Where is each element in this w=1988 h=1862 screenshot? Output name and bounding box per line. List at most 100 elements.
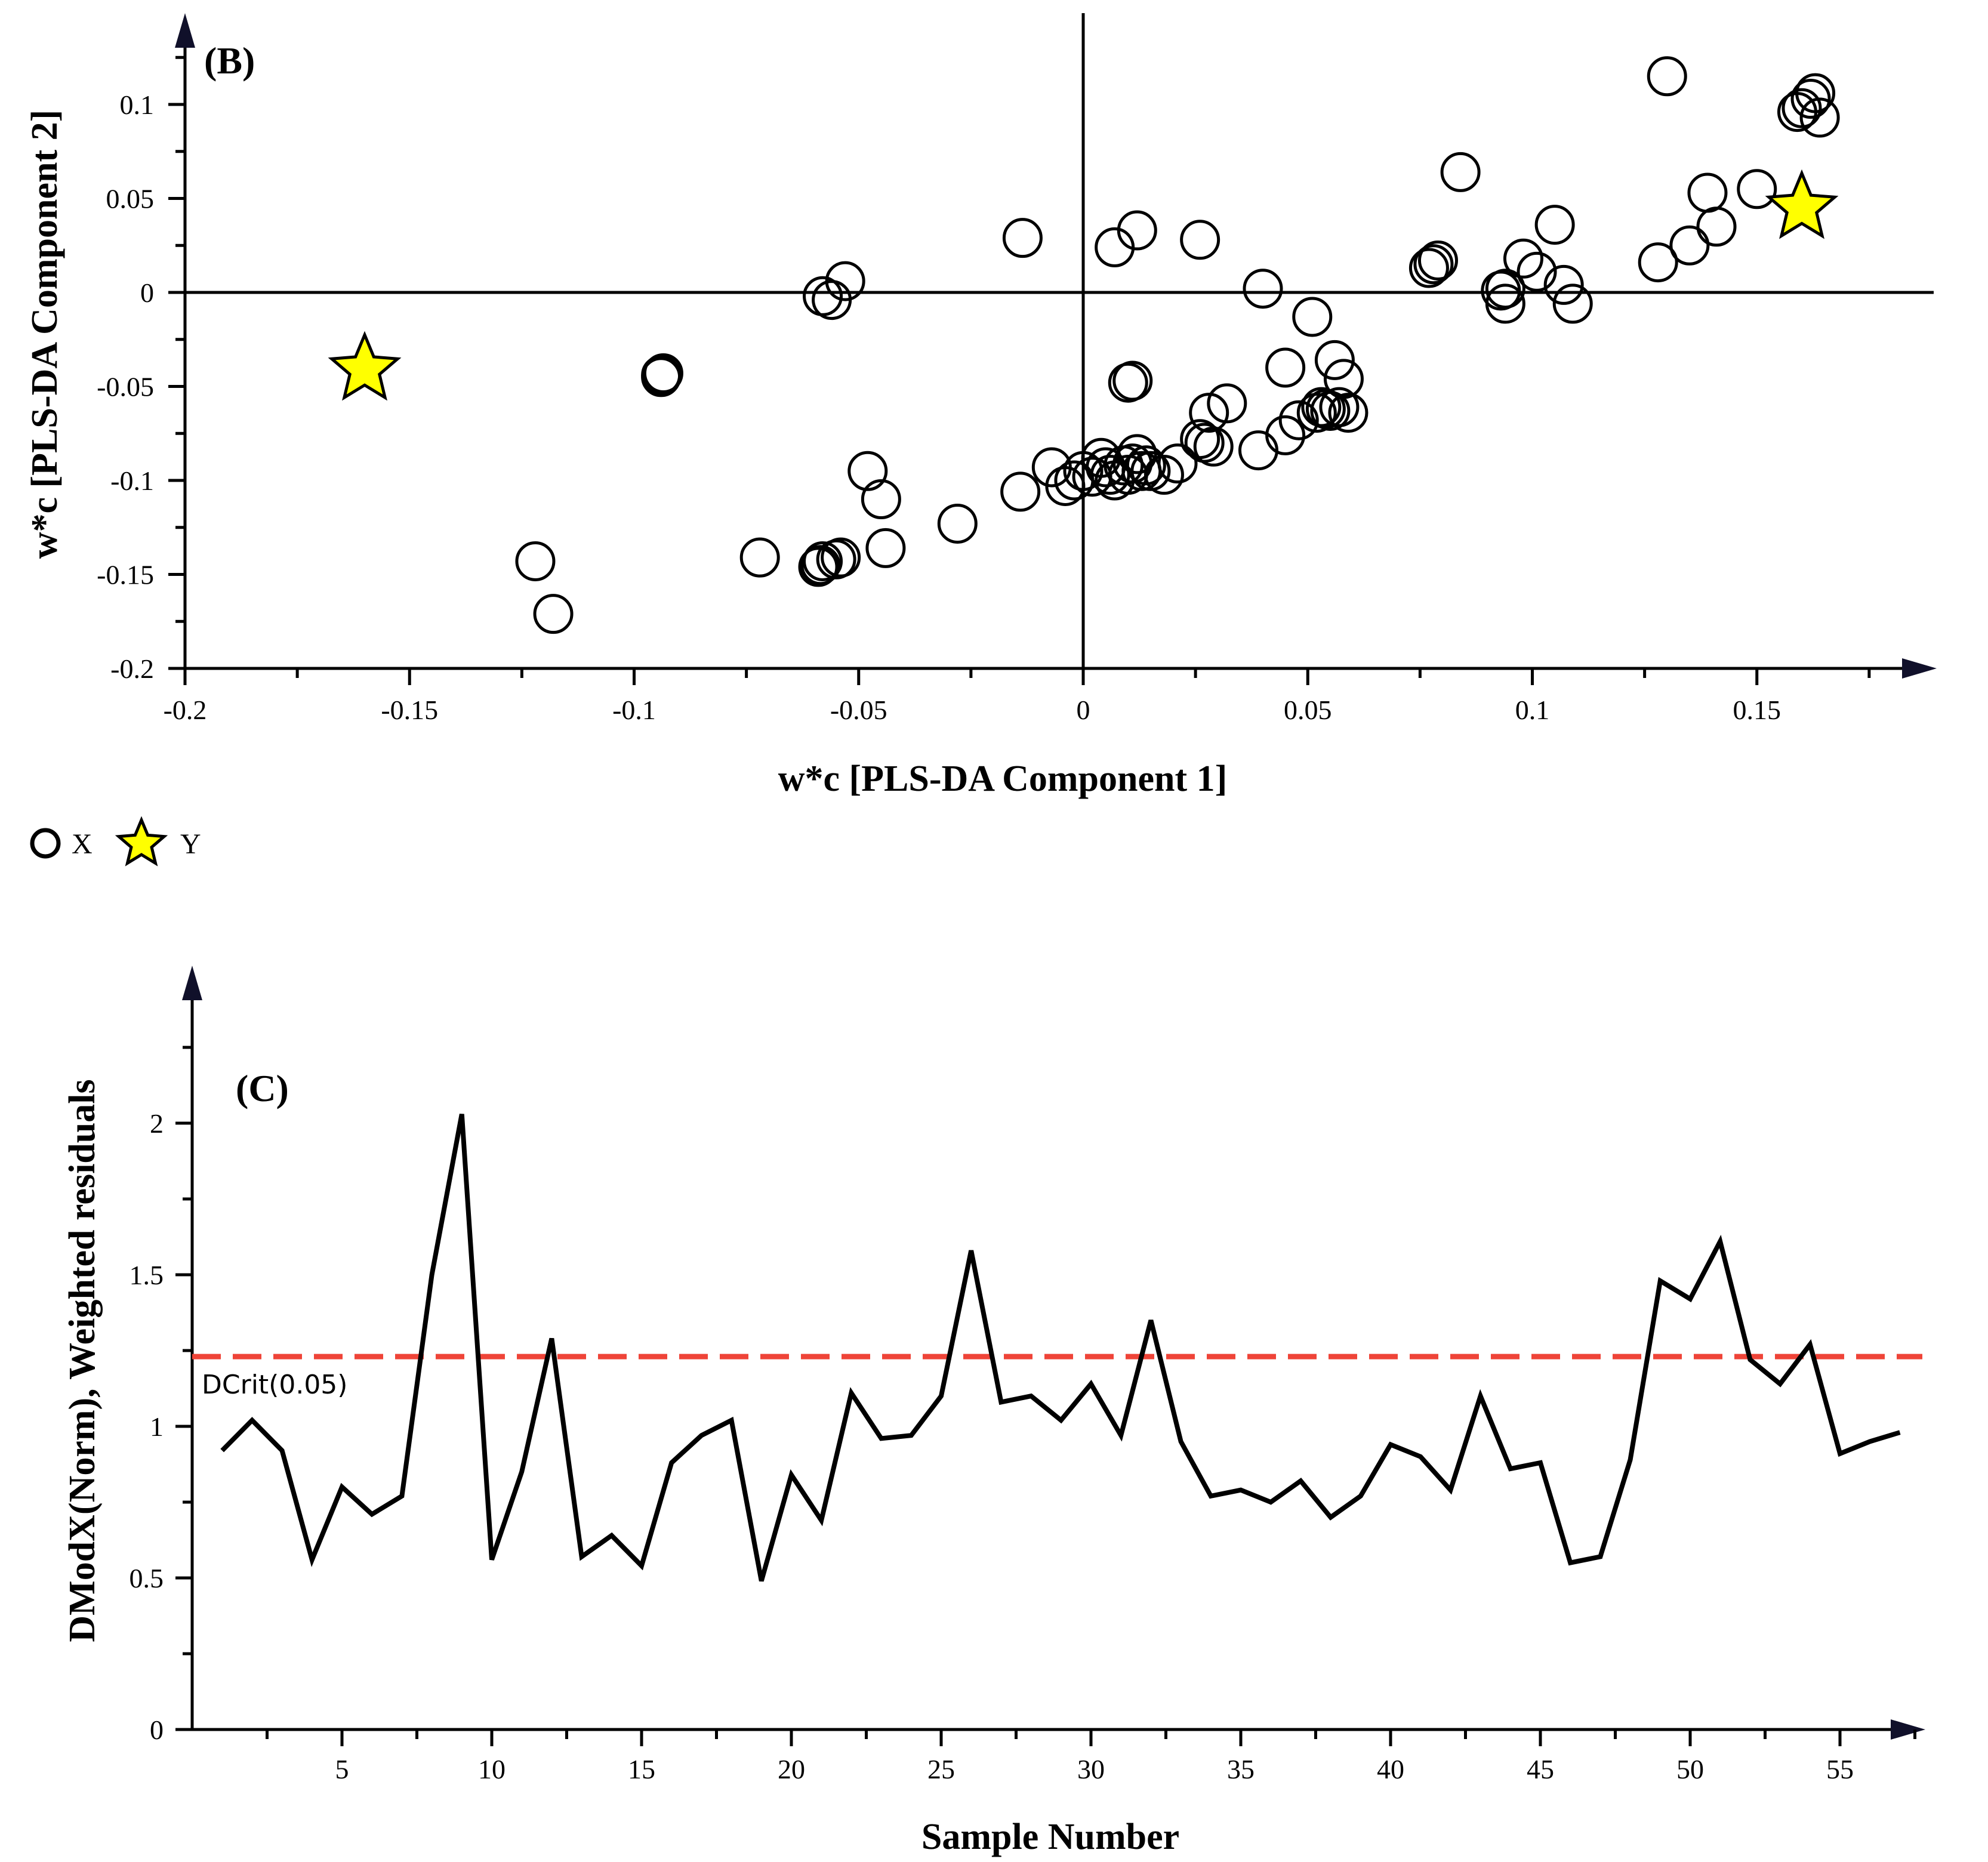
x-loading-point bbox=[1737, 169, 1777, 209]
x-loading-point bbox=[800, 545, 841, 585]
b-y-tick-label: 0.05 bbox=[106, 184, 155, 214]
c-x-tick-label: 40 bbox=[1377, 1754, 1404, 1784]
x-loading-point bbox=[1328, 393, 1369, 433]
x-loading-point bbox=[847, 451, 888, 491]
x-loading-point bbox=[1408, 248, 1449, 288]
x-loading-point bbox=[1126, 445, 1166, 486]
x-loading-point bbox=[1000, 471, 1041, 512]
x-loading-point bbox=[1323, 359, 1364, 399]
b-y-axis-title: w*c [PLS-DA Component 2] bbox=[24, 110, 65, 559]
panel-label-c: (C) bbox=[236, 1067, 289, 1109]
line-chart-c: 5 10 15 20 25 30 35 40 45 50 55 0 0.5 1 1.5 2 (C) Sampl… bbox=[62, 966, 1925, 1857]
x-loading-point bbox=[803, 541, 843, 581]
x-loading-point bbox=[1002, 218, 1043, 258]
x-loading-point bbox=[1314, 340, 1355, 380]
x-loading-point bbox=[865, 528, 906, 568]
x-loading-point bbox=[1243, 269, 1283, 309]
c-y-tick-label: 0 bbox=[150, 1715, 164, 1745]
c-axis-ticks: 5 10 15 20 25 30 35 40 45 50 55 0 0.5 1 1.5 2 bbox=[130, 966, 1925, 1784]
b-x-tick-label: -0.15 bbox=[381, 695, 438, 725]
legend-label-x: X bbox=[72, 828, 93, 860]
c-x-tick-label: 35 bbox=[1227, 1754, 1255, 1784]
c-x-axis-title: Sample Number bbox=[921, 1817, 1179, 1857]
legend-circle-marker bbox=[30, 828, 61, 859]
critical-limit-label: DCrit(0.05) bbox=[202, 1370, 347, 1400]
c-x-tick-label: 20 bbox=[778, 1754, 805, 1784]
x-loading-point bbox=[1292, 297, 1333, 337]
b-y-tick-label: -0.2 bbox=[110, 653, 154, 684]
b-x-tick-label: 0 bbox=[1077, 695, 1090, 725]
x-loading-point bbox=[1440, 152, 1481, 192]
c-x-axis-arrow bbox=[1891, 1719, 1925, 1740]
b-x-tick-label: -0.05 bbox=[830, 695, 887, 725]
x-loading-point bbox=[1552, 283, 1593, 324]
x-loading-point bbox=[515, 541, 556, 581]
y-loading-point bbox=[1765, 169, 1839, 239]
x-loading-point bbox=[1534, 205, 1575, 245]
c-y-tick-label: 1 bbox=[150, 1411, 164, 1442]
x-loading-point bbox=[1799, 97, 1840, 138]
b-y-tick-label: 0.1 bbox=[120, 90, 155, 120]
y-loading-point bbox=[328, 331, 402, 401]
b-x-tick-label: 0.1 bbox=[1515, 695, 1550, 725]
x-loading-point bbox=[1647, 56, 1687, 97]
x-loading-point bbox=[821, 537, 861, 578]
x-loading-point bbox=[1687, 172, 1728, 213]
x-loading-point bbox=[1638, 242, 1678, 283]
x-loading-point bbox=[1417, 240, 1458, 280]
x-loading-point bbox=[1319, 387, 1360, 427]
c-x-tick-label: 50 bbox=[1676, 1754, 1704, 1784]
x-loading-point bbox=[1189, 393, 1229, 433]
x-loading-point bbox=[1782, 88, 1822, 128]
x-loading-point bbox=[1795, 73, 1836, 113]
x-loading-point bbox=[1517, 251, 1557, 292]
x-loading-point bbox=[1207, 383, 1247, 424]
x-loading-point bbox=[1503, 238, 1543, 279]
b-axis-ticks: -0.2 -0.15 -0.1 -0.05 0 0.05 0.1 0.15 -0.2 -0.15 -… bbox=[97, 13, 1937, 725]
c-x-tick-label: 5 bbox=[335, 1754, 349, 1784]
x-loading-point bbox=[825, 261, 865, 301]
x-loading-point bbox=[937, 503, 978, 544]
c-y-tick-label: 1.5 bbox=[130, 1260, 164, 1290]
x-loading-point bbox=[1543, 264, 1584, 305]
b-x-tick-label: 0.15 bbox=[1733, 695, 1782, 725]
b-x-axis-title: w*c [PLS-DA Component 1] bbox=[778, 759, 1228, 799]
x-loading-point bbox=[1193, 426, 1234, 467]
x-loading-point bbox=[1669, 225, 1710, 266]
x-loading-point bbox=[1180, 220, 1220, 260]
c-y-axis-title: DModX(Norm), Weighted residuals bbox=[62, 1079, 103, 1642]
legend: X Y bbox=[30, 816, 201, 867]
c-x-tick-label: 55 bbox=[1826, 1754, 1854, 1784]
c-x-tick-label: 25 bbox=[927, 1754, 955, 1784]
legend-star-marker bbox=[115, 816, 168, 867]
scatter-chart-b: -0.2 -0.15 -0.1 -0.05 0 0.05 0.1 0.15 -0.2 -0.15 -… bbox=[24, 13, 1937, 867]
x-loading-point bbox=[1265, 347, 1306, 388]
x-loading-point bbox=[533, 594, 574, 634]
c-data-series bbox=[192, 1114, 1922, 1582]
x-loading-point bbox=[1265, 415, 1306, 455]
panel-label-b: (B) bbox=[204, 39, 255, 82]
b-x-tick-label: 0.05 bbox=[1284, 695, 1332, 725]
c-x-tick-label: 30 bbox=[1077, 1754, 1105, 1784]
b-y-tick-label: -0.1 bbox=[110, 466, 154, 496]
dmodx-series-line bbox=[220, 1114, 1901, 1582]
b-y-tick-label: 0 bbox=[140, 278, 154, 308]
x-loading-point bbox=[1485, 269, 1525, 309]
c-y-axis-arrow bbox=[182, 966, 202, 1000]
x-loading-point bbox=[1157, 443, 1198, 484]
x-loading-point bbox=[1117, 210, 1157, 251]
b-y-tick-label: -0.05 bbox=[97, 372, 154, 402]
b-y-tick-label: -0.15 bbox=[97, 560, 154, 590]
c-x-tick-label: 45 bbox=[1527, 1754, 1554, 1784]
legend-label-y: Y bbox=[180, 828, 201, 860]
x-loading-point bbox=[739, 537, 780, 578]
x-loading-point bbox=[1413, 244, 1454, 285]
x-loading-point bbox=[643, 353, 683, 393]
x-loading-point bbox=[1112, 360, 1153, 401]
x-loading-point bbox=[861, 479, 901, 519]
c-y-tick-label: 2 bbox=[150, 1108, 164, 1139]
x-loading-point bbox=[641, 357, 682, 397]
b-x-tick-label: -0.2 bbox=[164, 695, 207, 725]
x-loading-point bbox=[1696, 206, 1737, 247]
